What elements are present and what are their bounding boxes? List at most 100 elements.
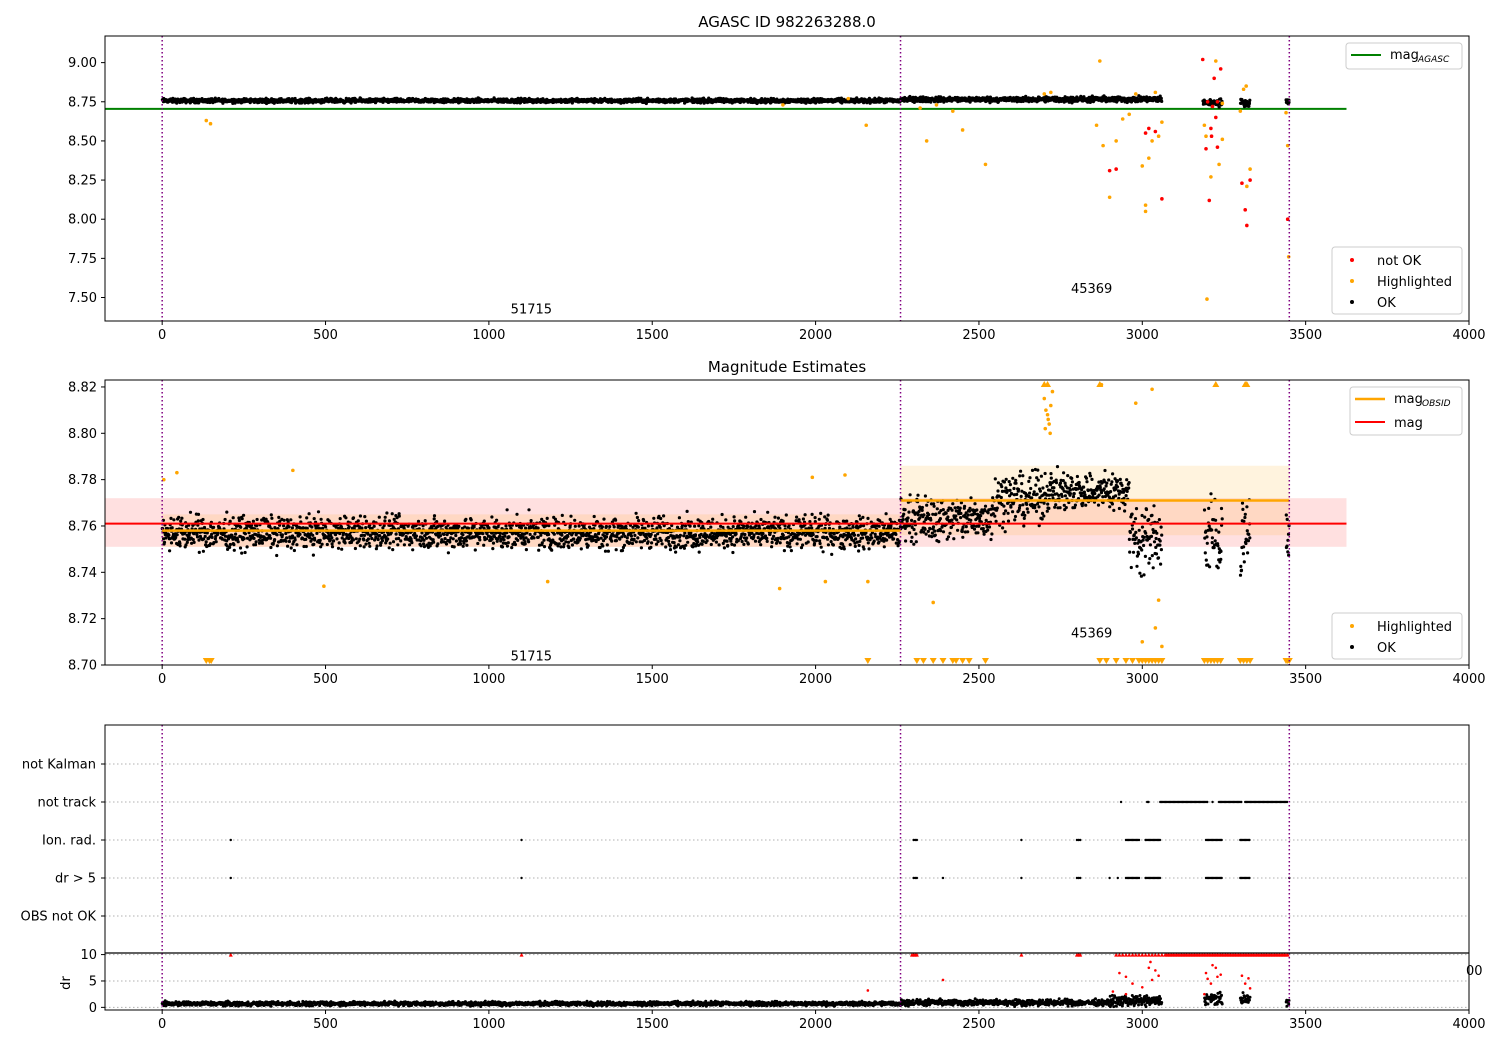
ok-point (465, 543, 469, 547)
ok-point (753, 539, 758, 543)
ok-point (566, 534, 570, 539)
ok-point (335, 537, 339, 541)
ok-point (724, 518, 728, 522)
panel1-xtick-label: 500 (313, 328, 338, 343)
ok-point (649, 532, 653, 537)
not-ok-point (1212, 76, 1216, 81)
ok-point (1024, 94, 1028, 98)
not-ok-point (1209, 134, 1214, 139)
ok-point (324, 525, 328, 529)
ok-point (498, 534, 502, 538)
ok-point (424, 536, 429, 540)
legend-marker (1350, 300, 1354, 304)
ok-point (537, 548, 541, 552)
ok-point (378, 534, 382, 538)
ok-point (527, 508, 531, 512)
ok-point (464, 517, 468, 521)
ok-point (642, 538, 647, 543)
ok-point (536, 526, 540, 530)
ok-point (353, 524, 357, 528)
panel1-ytick-label: 8.00 (68, 213, 97, 228)
obsid-label: 45369 (1071, 282, 1112, 297)
ok-point (387, 546, 391, 550)
ok-point (683, 524, 688, 528)
highlighted-point (781, 103, 785, 107)
ok-point (541, 97, 545, 101)
ok-point (487, 526, 491, 530)
ok-point (168, 549, 172, 553)
ok-point (295, 543, 299, 547)
ok-point (223, 517, 227, 522)
ok-point (586, 544, 590, 548)
ok-point (624, 524, 628, 528)
ok-point (282, 524, 286, 528)
ok-point (362, 533, 367, 538)
panel1-xtick-label: 4000 (1452, 328, 1485, 343)
not-ok-point (1248, 178, 1252, 182)
ok-point (818, 541, 822, 546)
ok-point (505, 508, 509, 512)
not-ok-point (1153, 129, 1158, 134)
ok-point (383, 515, 387, 519)
ok-point (845, 526, 849, 530)
highlighted-point (1220, 101, 1225, 106)
ok-point (784, 513, 788, 517)
ok-point (637, 519, 641, 523)
ok-point (340, 547, 344, 551)
ok-point (312, 517, 316, 521)
highlighted-point (934, 103, 939, 107)
ok-point (688, 524, 692, 528)
ok-point (831, 543, 836, 547)
ok-point (469, 531, 473, 535)
ok-point (573, 518, 577, 522)
ok-point (351, 538, 355, 542)
ok-point (239, 525, 243, 529)
ok-point (812, 96, 816, 100)
highlighted-point (1220, 137, 1225, 142)
ok-point (761, 531, 765, 536)
ok-point (1217, 105, 1221, 109)
ok-point (210, 535, 214, 540)
ok-point (242, 537, 246, 541)
ok-point (289, 546, 293, 550)
ok-point (700, 542, 704, 546)
ok-point (606, 549, 611, 553)
ok-point (691, 545, 695, 549)
ok-point (287, 539, 291, 544)
ok-point (826, 513, 830, 517)
highlighted-point (1205, 297, 1209, 301)
highlighted-point (1133, 92, 1138, 96)
ok-point (789, 549, 794, 553)
highlighted-point (1120, 117, 1125, 121)
ok-point (196, 519, 200, 523)
ok-point (734, 532, 738, 536)
ok-point (196, 512, 201, 517)
highlighted-point (1127, 112, 1132, 117)
ok-point (642, 519, 646, 523)
ok-point (482, 543, 486, 547)
ok-point (228, 542, 232, 547)
ok-point (177, 515, 181, 519)
ok-point (422, 542, 426, 546)
highlighted-point (1241, 87, 1246, 92)
ok-point (172, 518, 176, 522)
ok-point (781, 519, 785, 523)
ok-point (286, 544, 290, 548)
ok-point (560, 533, 564, 537)
ok-point (812, 541, 817, 546)
ok-point (502, 538, 506, 542)
ok-point (845, 519, 849, 523)
highlighted-point (1147, 156, 1151, 160)
ok-point (573, 524, 577, 528)
ok-point (882, 545, 886, 549)
ok-point (1104, 95, 1108, 99)
ok-point (284, 539, 288, 543)
ok-point (662, 514, 666, 518)
ok-point (620, 548, 625, 553)
panel1-xtick-label: 3000 (1126, 328, 1159, 343)
ok-point (443, 537, 447, 541)
ok-point (491, 541, 496, 545)
ok-point (457, 524, 461, 529)
ok-point (478, 538, 482, 542)
